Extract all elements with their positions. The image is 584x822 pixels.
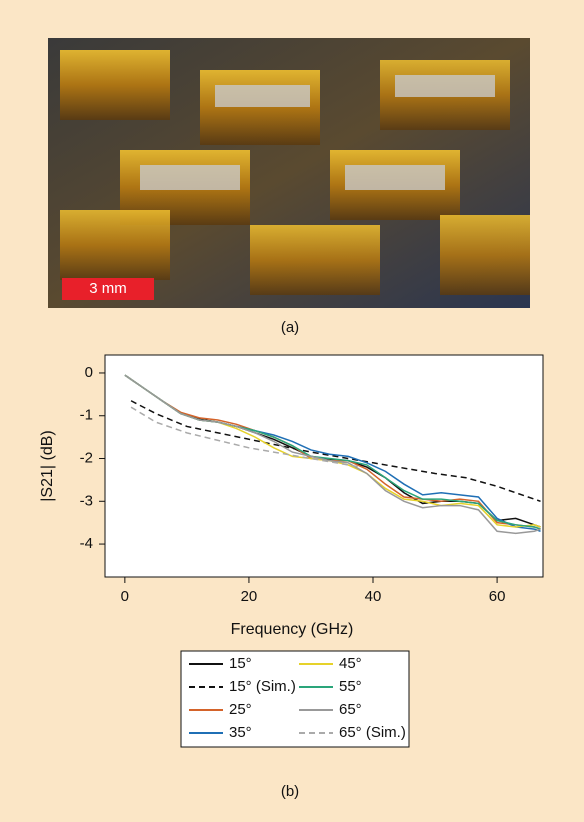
caption: (a) — [281, 319, 299, 336]
legend-box — [180, 650, 410, 748]
series-line — [130, 406, 361, 468]
x-axis-label: Frequency (GHz) — [231, 621, 354, 638]
y-tick-label: -1 — [80, 407, 93, 424]
x-tick-label: 20 — [241, 588, 258, 605]
legend-label: 15° (Sim.) — [229, 678, 296, 695]
series-line — [124, 374, 541, 530]
legend-label: 35° — [229, 724, 252, 741]
caption: (b) — [281, 783, 299, 800]
y-tick-label: -2 — [80, 449, 93, 466]
legend-label: 45° — [339, 655, 362, 672]
legend-label: 65° — [339, 701, 362, 718]
x-tick-label: 60 — [489, 588, 506, 605]
y-tick-label: 0 — [85, 364, 93, 381]
series-line — [130, 400, 541, 502]
y-tick-label: -3 — [80, 492, 93, 509]
scale-bar-label: 3 mm — [89, 280, 127, 297]
legend-label: 65° (Sim.) — [339, 724, 406, 741]
x-tick-label: 0 — [121, 588, 129, 605]
legend-label: 15° — [229, 655, 252, 672]
series-line — [124, 374, 541, 535]
legend-label: 55° — [339, 678, 362, 695]
photo — [48, 38, 530, 308]
x-tick-label: 40 — [365, 588, 382, 605]
y-axis-label: |S21| (dB) — [39, 430, 56, 501]
plot-area — [104, 354, 544, 578]
legend-label: 25° — [229, 701, 252, 718]
y-tick-label: -4 — [80, 535, 93, 552]
